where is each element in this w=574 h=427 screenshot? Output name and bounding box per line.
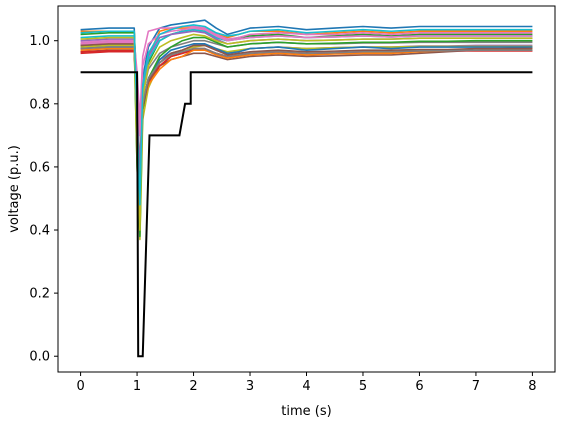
series-line-17 [80, 27, 533, 137]
x-tick-label: 0 [76, 379, 84, 394]
y-tick-label: 0.4 [29, 224, 50, 239]
x-tick-label: 4 [302, 379, 310, 394]
y-tick-label: 0.8 [29, 97, 50, 112]
threshold-layer [80, 71, 533, 358]
x-tick-label: 1 [133, 379, 141, 394]
y-axis-label: voltage (p.u.) [7, 145, 22, 233]
x-tick-label: 3 [246, 379, 254, 394]
series-line-20 [80, 24, 533, 206]
series-line-19 [80, 33, 533, 231]
y-tick-label: 0.6 [29, 160, 50, 175]
x-tick-label: 7 [472, 379, 480, 394]
x-tick-label: 6 [415, 379, 423, 394]
threshold-line [80, 71, 533, 358]
y-tick-label: 0.2 [29, 287, 50, 302]
x-tick-label: 8 [528, 379, 536, 394]
y-tick-label: 1.0 [29, 34, 50, 49]
y-tick-label: 0.0 [29, 350, 50, 365]
series-layer [80, 19, 533, 241]
y-axis-ticks: 0.0 0.2 0.4 0.6 0.8 1.0 [29, 34, 58, 365]
x-axis-ticks: 0 1 2 3 4 5 6 7 8 [76, 372, 537, 394]
x-axis-label: time (s) [281, 404, 331, 419]
plot-frame [57, 5, 556, 373]
x-tick-label: 2 [189, 379, 197, 394]
x-tick-label: 5 [359, 379, 367, 394]
